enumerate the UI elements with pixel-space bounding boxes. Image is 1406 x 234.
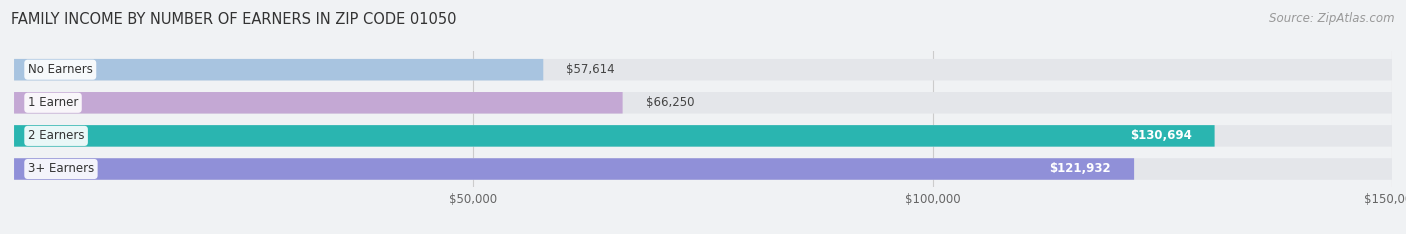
FancyBboxPatch shape [14,158,1392,180]
Text: 2 Earners: 2 Earners [28,129,84,143]
Text: 3+ Earners: 3+ Earners [28,162,94,176]
Text: $66,250: $66,250 [645,96,695,109]
Text: No Earners: No Earners [28,63,93,76]
FancyBboxPatch shape [14,158,1135,180]
FancyBboxPatch shape [14,59,543,80]
Text: $57,614: $57,614 [567,63,614,76]
Text: $130,694: $130,694 [1130,129,1192,143]
Text: 1 Earner: 1 Earner [28,96,79,109]
Text: $121,932: $121,932 [1049,162,1111,176]
FancyBboxPatch shape [14,92,1392,113]
FancyBboxPatch shape [14,59,1392,80]
FancyBboxPatch shape [14,125,1392,147]
FancyBboxPatch shape [14,125,1215,147]
Text: Source: ZipAtlas.com: Source: ZipAtlas.com [1270,12,1395,25]
FancyBboxPatch shape [14,92,623,113]
Text: FAMILY INCOME BY NUMBER OF EARNERS IN ZIP CODE 01050: FAMILY INCOME BY NUMBER OF EARNERS IN ZI… [11,12,457,27]
